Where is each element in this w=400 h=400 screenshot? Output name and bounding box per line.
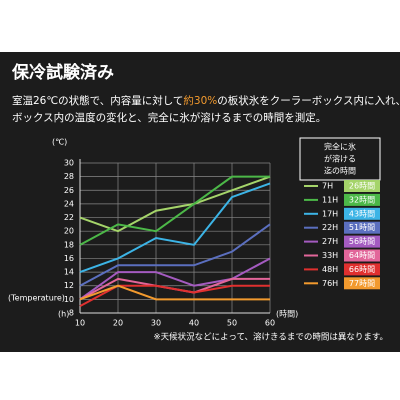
x-tick-label: 30 — [151, 319, 161, 328]
legend-label: 48H — [322, 265, 338, 274]
legend-title: 完全に氷 — [324, 142, 356, 152]
legend-label: 76H — [322, 279, 338, 288]
y-tick-label: 12 — [64, 281, 74, 290]
legend-label: 27H — [322, 237, 338, 246]
y-tick-label: 30 — [64, 159, 74, 168]
y-tick-label: 28 — [64, 172, 74, 181]
legend-result-box — [344, 180, 380, 192]
legend-result: 77時間 — [349, 279, 375, 288]
x-tick-label: 60 — [265, 319, 275, 328]
series-line — [79, 175, 271, 233]
legend-result: 26時間 — [349, 182, 375, 191]
legend-result-box — [344, 263, 380, 276]
series-line — [79, 223, 271, 287]
description-text: の板状氷をクーラーボックス内に入れ、 — [217, 94, 400, 107]
x-tick-label: 10 — [75, 319, 85, 328]
title: 保冷試験済み — [11, 62, 114, 83]
legend-title: 迄の時間 — [324, 166, 356, 176]
y-tick-label: 24 — [64, 199, 74, 208]
description-text: 室温26℃の状態で、内容量に対して — [12, 94, 183, 107]
x-tick-label: 50 — [227, 319, 237, 328]
y-tick-label: 8 — [69, 309, 74, 318]
y-tick-label: 26 — [64, 186, 74, 195]
x-label: (時間) — [276, 310, 298, 319]
legend-title-box — [299, 137, 381, 181]
y-tick-label: 10 — [64, 295, 74, 304]
description: ボックス内の温度の変化と、完全に氷が溶けるまでの時間を測定。 — [12, 111, 326, 124]
legend-result: 32時間 — [349, 195, 375, 204]
legend-result-box — [344, 221, 380, 234]
y-tick-label: 16 — [64, 254, 74, 263]
legend-result-box — [344, 235, 380, 248]
x-tick-label: 20 — [113, 319, 123, 328]
note: ※天候状況などによって、溶けきるまでの時間は異なります。 — [154, 332, 389, 343]
legend-label: 7H — [322, 182, 333, 191]
legend-result: 66時間 — [349, 265, 375, 274]
series-line — [79, 284, 270, 301]
legend-result-box — [344, 207, 380, 220]
y-label: (Temperature) — [8, 294, 65, 303]
description: 室温26℃の状態で、内容量に対して約30%の板状氷をクーラーボックス内に入れ、 — [12, 94, 400, 107]
y-tick-label: 14 — [64, 268, 74, 277]
legend-result: 51時間 — [349, 223, 375, 232]
x-unit: (h) — [58, 310, 69, 319]
legend-result-box — [344, 249, 380, 262]
y-unit: (℃) — [52, 138, 67, 147]
series-line — [79, 175, 270, 246]
legend-label: 22H — [322, 223, 338, 232]
legend-result: 43時間 — [349, 209, 375, 218]
legend-result-box — [344, 277, 380, 290]
series-line — [79, 284, 270, 308]
series-line — [79, 257, 271, 301]
y-tick-label: 18 — [64, 240, 74, 249]
legend-result: 56時間 — [349, 237, 375, 246]
legend-label: 33H — [322, 251, 338, 260]
legend-label: 17H — [322, 209, 338, 218]
y-tick-label: 22 — [64, 213, 74, 222]
x-tick-label: 40 — [189, 319, 199, 328]
legend-label: 11H — [322, 195, 338, 204]
description-highlight: 約30% — [183, 94, 217, 107]
legend-title: が溶ける — [324, 154, 356, 164]
y-tick-label: 20 — [64, 227, 74, 236]
legend-result-box — [344, 193, 380, 206]
series-line — [79, 182, 271, 274]
legend-result: 64時間 — [349, 251, 375, 260]
